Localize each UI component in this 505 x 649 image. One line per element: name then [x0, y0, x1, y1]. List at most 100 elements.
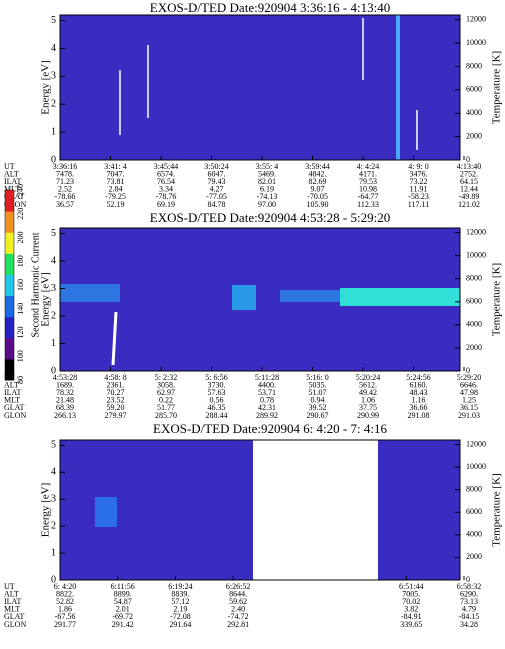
table-cell: 6:26:52	[226, 582, 250, 591]
table-cell: 5:24:56	[406, 373, 430, 382]
table-cell: 2.19	[173, 605, 187, 614]
y2-axis-label: Temperature [K]	[491, 51, 503, 124]
table-cell: 290.67	[307, 411, 329, 420]
band	[232, 285, 256, 310]
table-cell: 1.16	[412, 396, 426, 405]
table-cell: 291.08	[408, 411, 430, 420]
table-cell: 57.63	[208, 388, 226, 397]
table-cell: 5:20:24	[356, 373, 380, 382]
colorbar-tick-label: 120	[16, 327, 25, 339]
table-cell: -78.76	[156, 192, 177, 201]
table-cell: 2361.	[107, 380, 125, 389]
table-cell: 291.42	[112, 620, 134, 629]
table-cell: 6.19	[260, 185, 274, 194]
row-label: GLAT	[4, 403, 25, 412]
table-cell: 70.02	[402, 597, 420, 606]
y2-tick-label: 2000	[466, 131, 482, 140]
table-cell: 51.07	[309, 388, 327, 397]
table-cell: 1.86	[58, 605, 72, 614]
table-cell: 1.25	[462, 396, 476, 405]
table-cell: -70.05	[307, 192, 328, 201]
colorbar-tick-label: 200	[16, 232, 25, 244]
table-cell: 0.22	[159, 396, 173, 405]
table-cell: 279.97	[105, 411, 127, 420]
table-cell: -64.77	[358, 192, 379, 201]
table-cell: 47.98	[460, 388, 478, 397]
table-cell: 2.40	[231, 605, 245, 614]
table-cell: -77.05	[206, 192, 227, 201]
y2-tick-label: 12000	[466, 15, 486, 24]
row-label: ALT	[4, 589, 19, 598]
colorbar-segment	[5, 295, 14, 318]
table-cell: 2.84	[109, 185, 123, 194]
table-cell: -84.15	[459, 612, 480, 621]
table-cell: 5:11:28	[255, 373, 279, 382]
table-cell: 39.52	[309, 403, 327, 412]
y-tick-label: 0	[51, 574, 56, 585]
y-axis-label: Energy [eV]	[40, 60, 52, 114]
table-cell: 4.27	[210, 185, 224, 194]
y2-tick-label: 12000	[466, 227, 486, 236]
table-cell: 59.20	[107, 403, 125, 412]
table-cell: -79.25	[105, 192, 126, 201]
table-cell: 76.54	[157, 177, 175, 186]
colorbar-tick-label: 180	[16, 255, 25, 267]
y-tick-label: 3	[51, 494, 56, 505]
table-cell: 4: 9: 0	[408, 162, 428, 171]
gap	[253, 440, 378, 581]
table-cell: 11.91	[410, 185, 428, 194]
y-tick-label: 0	[51, 365, 56, 376]
y-tick-label: 5	[51, 440, 56, 451]
table-cell: 36.57	[56, 200, 74, 209]
y-axis-label: Energy [eV]	[40, 272, 52, 326]
table-cell: 10.98	[359, 185, 377, 194]
table-cell: 59.62	[229, 597, 247, 606]
y-tick-label: 2	[51, 310, 56, 321]
table-cell: 3730.	[208, 380, 226, 389]
y-tick-label: 5	[51, 228, 56, 239]
table-cell: 12.44	[460, 185, 478, 194]
table-cell: 288.44	[206, 411, 228, 420]
table-cell: 2752.	[460, 169, 478, 178]
table-cell: 82.69	[309, 177, 327, 186]
y-tick-label: 3	[51, 71, 56, 82]
table-cell: 3:55: 4	[256, 162, 278, 171]
frame	[59, 14, 461, 161]
y2-tick-label: 2000	[466, 343, 482, 352]
y2-tick-label: 0	[466, 366, 470, 375]
band	[60, 284, 120, 302]
table-cell: 292.81	[227, 620, 249, 629]
colorbar-tick-label: 100	[16, 350, 25, 362]
table-cell: -69.72	[112, 612, 133, 621]
table-cell: 121.02	[458, 200, 480, 209]
band	[280, 290, 350, 302]
table-cell: 69.19	[157, 200, 175, 209]
table-cell: 1689.	[56, 380, 74, 389]
y-tick-label: 2	[51, 99, 56, 110]
row-label: ILAT	[4, 597, 21, 606]
row-label: ILAT	[4, 388, 21, 397]
row-label: ALT	[4, 169, 19, 178]
colorbar-segment	[5, 232, 14, 254]
colorbar-segment	[5, 358, 14, 381]
table-cell: 290.99	[357, 411, 379, 420]
table-cell: 36.66	[410, 403, 428, 412]
y2-tick-label: 6000	[466, 85, 482, 94]
table-cell: 5469.	[258, 169, 276, 178]
colorbar-segment	[5, 337, 14, 360]
table-cell: 3:45:44	[154, 162, 178, 171]
y-tick-label: 3	[51, 283, 56, 294]
table-cell: 6047.	[208, 169, 226, 178]
table-cell: 23.52	[107, 396, 125, 405]
y2-axis-label: Temperature [K]	[491, 473, 503, 546]
colorbar-tick-label: 80	[16, 376, 25, 384]
table-cell: 54.87	[114, 597, 132, 606]
row-label: MLT	[4, 185, 20, 194]
colorbar-tick-label: 240	[16, 184, 25, 196]
row-label: UT	[4, 582, 15, 591]
table-cell: 291.77	[54, 620, 76, 629]
table-cell: 6:58:32	[457, 582, 481, 591]
table-cell: 53.71	[258, 388, 276, 397]
table-cell: 2.52	[58, 185, 72, 194]
